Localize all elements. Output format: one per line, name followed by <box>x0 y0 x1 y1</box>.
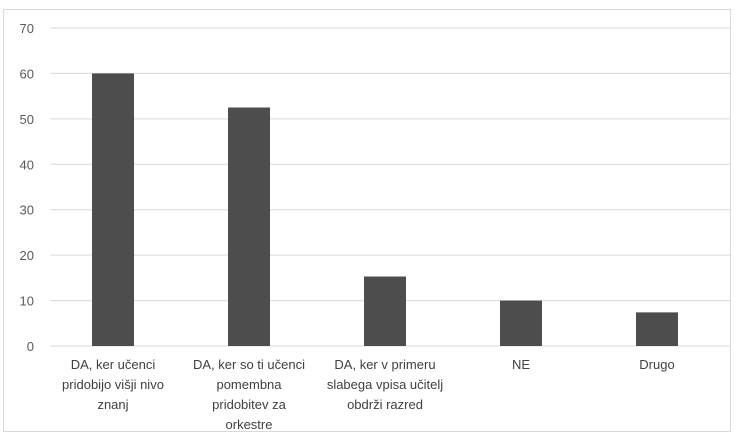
y-tick-label: 60 <box>20 66 34 81</box>
x-category-label: NE <box>511 357 531 372</box>
y-tick-label: 70 <box>20 21 34 36</box>
bar-2 <box>228 107 270 346</box>
x-category-label: DA, ker v primeru slabega vpisa učitelj … <box>326 357 444 412</box>
y-tick-label: 0 <box>27 339 34 354</box>
bar-4 <box>500 300 542 346</box>
x-category-label: DA, ker učenci pridobijo višji nivo znan… <box>62 357 164 412</box>
bar-3 <box>364 276 406 346</box>
x-category-label: DA, ker so ti učenci pomembna pridobitev… <box>193 357 305 432</box>
x-category-label: Drugo <box>639 357 675 372</box>
y-tick-label: 30 <box>20 203 34 218</box>
bar-1 <box>92 73 134 346</box>
y-tick-label: 20 <box>20 248 34 263</box>
bar-5 <box>636 312 678 346</box>
y-tick-label: 40 <box>20 157 34 172</box>
y-tick-label: 10 <box>20 294 34 309</box>
y-tick-label: 50 <box>20 112 34 127</box>
